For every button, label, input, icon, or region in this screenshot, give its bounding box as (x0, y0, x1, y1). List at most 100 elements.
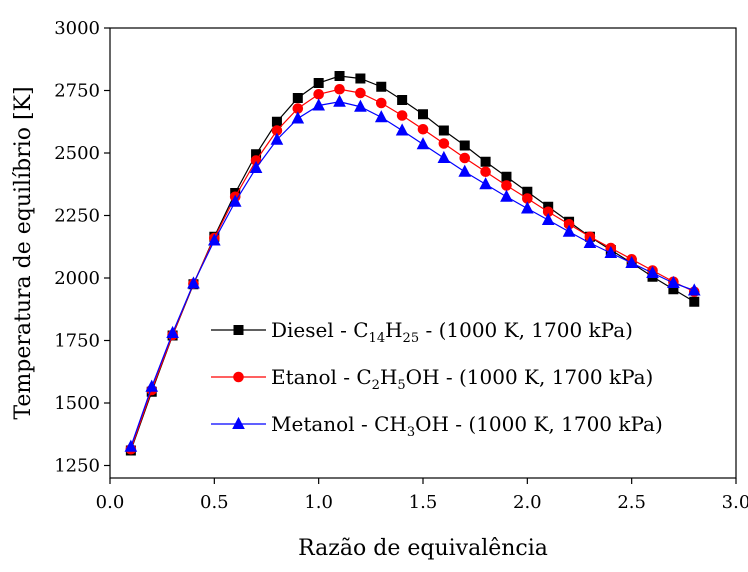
data-point (583, 235, 597, 248)
legend-text-part: Etanol - C (271, 365, 372, 389)
data-point (646, 265, 659, 278)
data-point (459, 140, 470, 151)
legend-entry-2: Etanol - C2H5OH - (1000 K, 1700 kPa) (211, 365, 653, 393)
data-point (500, 189, 513, 202)
data-point (667, 275, 680, 288)
data-point (687, 283, 701, 296)
data-point (145, 379, 159, 392)
data-point (437, 150, 451, 163)
data-point (333, 94, 346, 107)
data-point (313, 78, 324, 88)
legend-subscript: 25 (403, 331, 420, 346)
x-axis-ticks: 0.0 0.5 1.0 1.5 2.0 2.5 3.0 (96, 478, 748, 513)
legend-text-part: Metanol - CH (271, 412, 407, 436)
y-tick-label: 2750 (54, 81, 100, 102)
data-point (479, 177, 492, 190)
data-point (480, 166, 491, 178)
legend-entry-3: Metanol - CH3OH - (1000 K, 1700 kPa) (211, 412, 663, 440)
data-point (541, 212, 555, 225)
y-tick-label: 2000 (54, 268, 100, 289)
legend-text-part: H (385, 318, 402, 342)
legend-subscript: 14 (369, 331, 386, 346)
data-point (501, 171, 512, 182)
data-point (334, 83, 345, 95)
data-point (291, 111, 305, 124)
data-point (124, 439, 138, 452)
data-point (375, 97, 387, 109)
x-tick-label: 0.0 (96, 492, 125, 513)
y-tick-label: 1750 (54, 331, 100, 352)
data-point (334, 71, 345, 81)
data-point (271, 116, 282, 127)
data-point (355, 73, 366, 84)
y-axis-ticks: 1250 1500 1750 2000 2250 2500 2750 3000 (54, 18, 110, 477)
y-tick-label: 1250 (54, 456, 100, 477)
legend: Diesel - C14H25 - (1000 K, 1700 kPa)Etan… (211, 318, 663, 440)
data-point (292, 93, 303, 103)
series-line (130, 75, 695, 451)
data-point (459, 152, 471, 164)
legend-text-part: H (380, 365, 397, 389)
legend-label: Etanol - C2H5OH - (1000 K, 1700 kPa) (271, 365, 653, 393)
data-point (501, 180, 512, 191)
legend-text-part: OH - (1000 K, 1700 kPa) (406, 365, 654, 389)
plot-frame (109, 27, 737, 479)
x-tick-label: 3.0 (722, 492, 748, 513)
legend-marker (233, 371, 244, 383)
legend-label: Diesel - C14H25 - (1000 K, 1700 kPa) (271, 318, 633, 346)
data-point (625, 255, 638, 268)
data-point (313, 88, 324, 100)
series-2 (125, 83, 700, 455)
legend-entry-1: Diesel - C14H25 - (1000 K, 1700 kPa) (211, 318, 633, 346)
series-line (130, 88, 695, 450)
legend-text-part: Diesel - C (271, 318, 369, 342)
data-point (417, 123, 429, 135)
data-point (458, 164, 472, 177)
legend-subscript: 2 (372, 378, 380, 393)
data-point (374, 110, 388, 123)
series-1 (125, 71, 700, 456)
data-point (354, 99, 367, 112)
data-point (376, 81, 387, 92)
legend-subscript: 3 (407, 425, 415, 440)
x-axis-title: Razão de equivalência (298, 536, 548, 561)
legend-subscript: 5 (397, 378, 405, 393)
data-point (249, 160, 263, 173)
x-tick-label: 2.5 (617, 492, 646, 513)
y-tick-label: 2500 (54, 143, 100, 164)
legend-text-part: OH - (1000 K, 1700 kPa) (415, 412, 663, 436)
data-point (689, 296, 700, 307)
series-3 (124, 94, 701, 452)
data-point (604, 245, 618, 258)
legend-marker (232, 416, 245, 429)
data-point (228, 194, 242, 207)
legend-text-part: - (1000 K, 1700 kPa) (419, 318, 633, 342)
data-point (562, 224, 576, 237)
data-point (480, 156, 491, 167)
x-tick-label: 0.5 (200, 492, 229, 513)
data-point (397, 95, 408, 105)
series-layer (124, 71, 701, 456)
y-tick-label: 1500 (54, 393, 100, 414)
x-tick-label: 1.5 (409, 492, 438, 513)
data-point (438, 138, 450, 149)
data-point (166, 325, 179, 338)
data-point (418, 109, 428, 120)
data-point (208, 233, 221, 246)
data-point (395, 123, 409, 136)
data-point (438, 125, 449, 136)
legend-marker (233, 325, 244, 335)
data-point (187, 276, 200, 289)
data-point (355, 87, 366, 99)
data-point (521, 201, 534, 214)
x-tick-label: 2.0 (513, 492, 542, 513)
y-axis-title: Temperatura de equilíbrio [K] (11, 86, 36, 419)
data-point (416, 137, 430, 150)
data-point (270, 132, 284, 145)
y-tick-label: 2250 (54, 206, 100, 227)
y-tick-label: 3000 (54, 18, 100, 39)
data-point (396, 110, 408, 121)
series-line (130, 101, 695, 447)
legend-label: Metanol - CH3OH - (1000 K, 1700 kPa) (271, 412, 663, 440)
